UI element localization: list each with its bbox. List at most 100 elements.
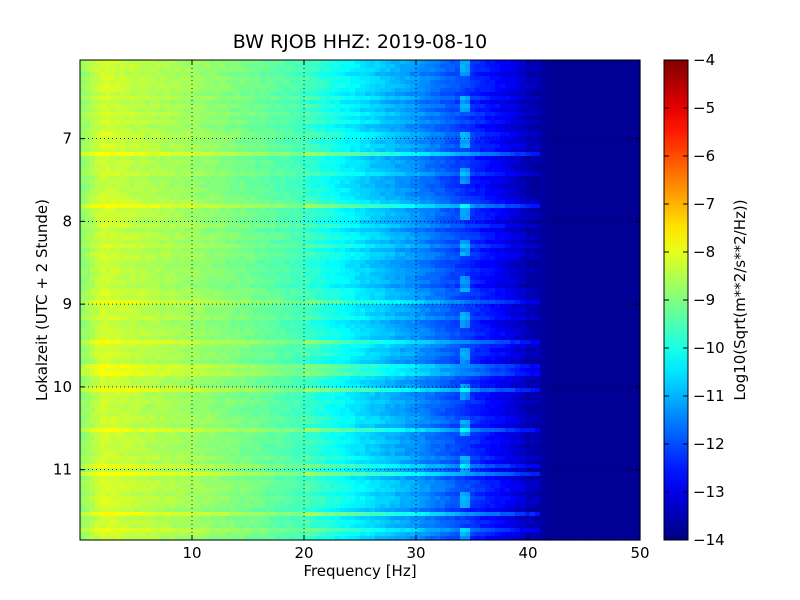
heatmap-cell [245,236,251,241]
heatmap-cell [220,64,226,69]
heatmap-cell [240,84,246,89]
heatmap-cell [175,96,181,101]
heatmap-cell [320,72,326,77]
heatmap-cell [350,108,356,113]
heatmap-cell [200,104,206,109]
heatmap-cell [590,84,596,89]
heatmap-cell [100,124,106,129]
heatmap-cell [155,192,161,197]
heatmap-cell [565,68,571,73]
heatmap-cell [515,172,521,177]
heatmap-cell [495,100,501,105]
heatmap-cell [125,212,131,217]
heatmap-cell [255,144,261,149]
heatmap-cell [220,124,226,129]
heatmap-cell [165,144,171,149]
heatmap-cell [230,184,236,189]
heatmap-cell [485,176,491,181]
heatmap-cell [145,96,151,101]
heatmap-cell [580,112,586,117]
heatmap-cell [465,124,471,129]
heatmap-cell [585,208,591,213]
heatmap-cell [615,76,621,81]
heatmap-cell [630,80,636,85]
heatmap-cell [325,140,331,145]
heatmap-cell [630,204,636,209]
heatmap-cell [500,124,506,129]
heatmap-cell [290,160,296,165]
heatmap-cell [245,72,251,77]
heatmap-cell [135,100,141,105]
heatmap-cell [485,140,491,145]
heatmap-cell [520,172,526,177]
heatmap-cell [565,96,571,101]
heatmap-cell [185,152,191,157]
heatmap-cell [375,72,381,77]
heatmap-cell [160,236,166,241]
heatmap-cell [610,220,616,225]
heatmap-cell [600,124,606,129]
heatmap-cell [395,204,401,209]
heatmap-cell [545,208,551,213]
heatmap-cell [245,220,251,225]
heatmap-cell [215,96,221,101]
heatmap-cell [240,100,246,105]
heatmap-cell [255,76,261,81]
heatmap-cell [185,228,191,233]
heatmap-cell [510,132,516,137]
heatmap-cell [520,228,526,233]
heatmap-cell [295,200,301,205]
heatmap-cell [135,96,141,101]
heatmap-cell [365,152,371,157]
heatmap-cell [495,180,501,185]
heatmap-cell [445,112,451,117]
heatmap-cell [620,224,626,229]
heatmap-cell [445,180,451,185]
heatmap-cell [435,112,441,117]
heatmap-cell [455,116,461,121]
heatmap-cell [185,140,191,145]
heatmap-cell [355,92,361,97]
heatmap-cell [160,92,166,97]
heatmap-cell [390,72,396,77]
heatmap-cell [600,216,606,221]
heatmap-cell [375,176,381,181]
heatmap-cell [285,196,291,201]
heatmap-cell [150,156,156,161]
heatmap-cell [140,116,146,121]
heatmap-cell [330,80,336,85]
heatmap-cell [625,120,631,125]
heatmap-cell [505,100,511,105]
heatmap-cell [305,140,311,145]
heatmap-cell [130,144,136,149]
heatmap-cell [390,76,396,81]
heatmap-cell [555,60,561,65]
heatmap-cell [85,128,91,133]
heatmap-cell [360,152,366,157]
heatmap-cell [350,64,356,69]
heatmap-cell [590,216,596,221]
heatmap-cell [505,116,511,121]
heatmap-cell [560,116,566,121]
heatmap-cell [365,184,371,189]
heatmap-cell [185,76,191,81]
heatmap-cell [485,112,491,117]
heatmap-cell [485,80,491,85]
heatmap-cell [535,200,541,205]
heatmap-cell [185,176,191,181]
heatmap-cell [600,108,606,113]
heatmap-cell [265,136,271,141]
heatmap-cell [300,128,306,133]
heatmap-cell [85,204,91,209]
heatmap-cell [540,196,546,201]
heatmap-cell [220,120,226,125]
heatmap-cell [405,120,411,125]
heatmap-cell [575,112,581,117]
heatmap-cell [625,196,631,201]
heatmap-cell [470,120,476,125]
heatmap-cell [135,80,141,85]
heatmap-cell [310,236,316,241]
heatmap-cell [490,224,496,229]
heatmap-cell [445,104,451,109]
heatmap-cell [250,120,256,125]
